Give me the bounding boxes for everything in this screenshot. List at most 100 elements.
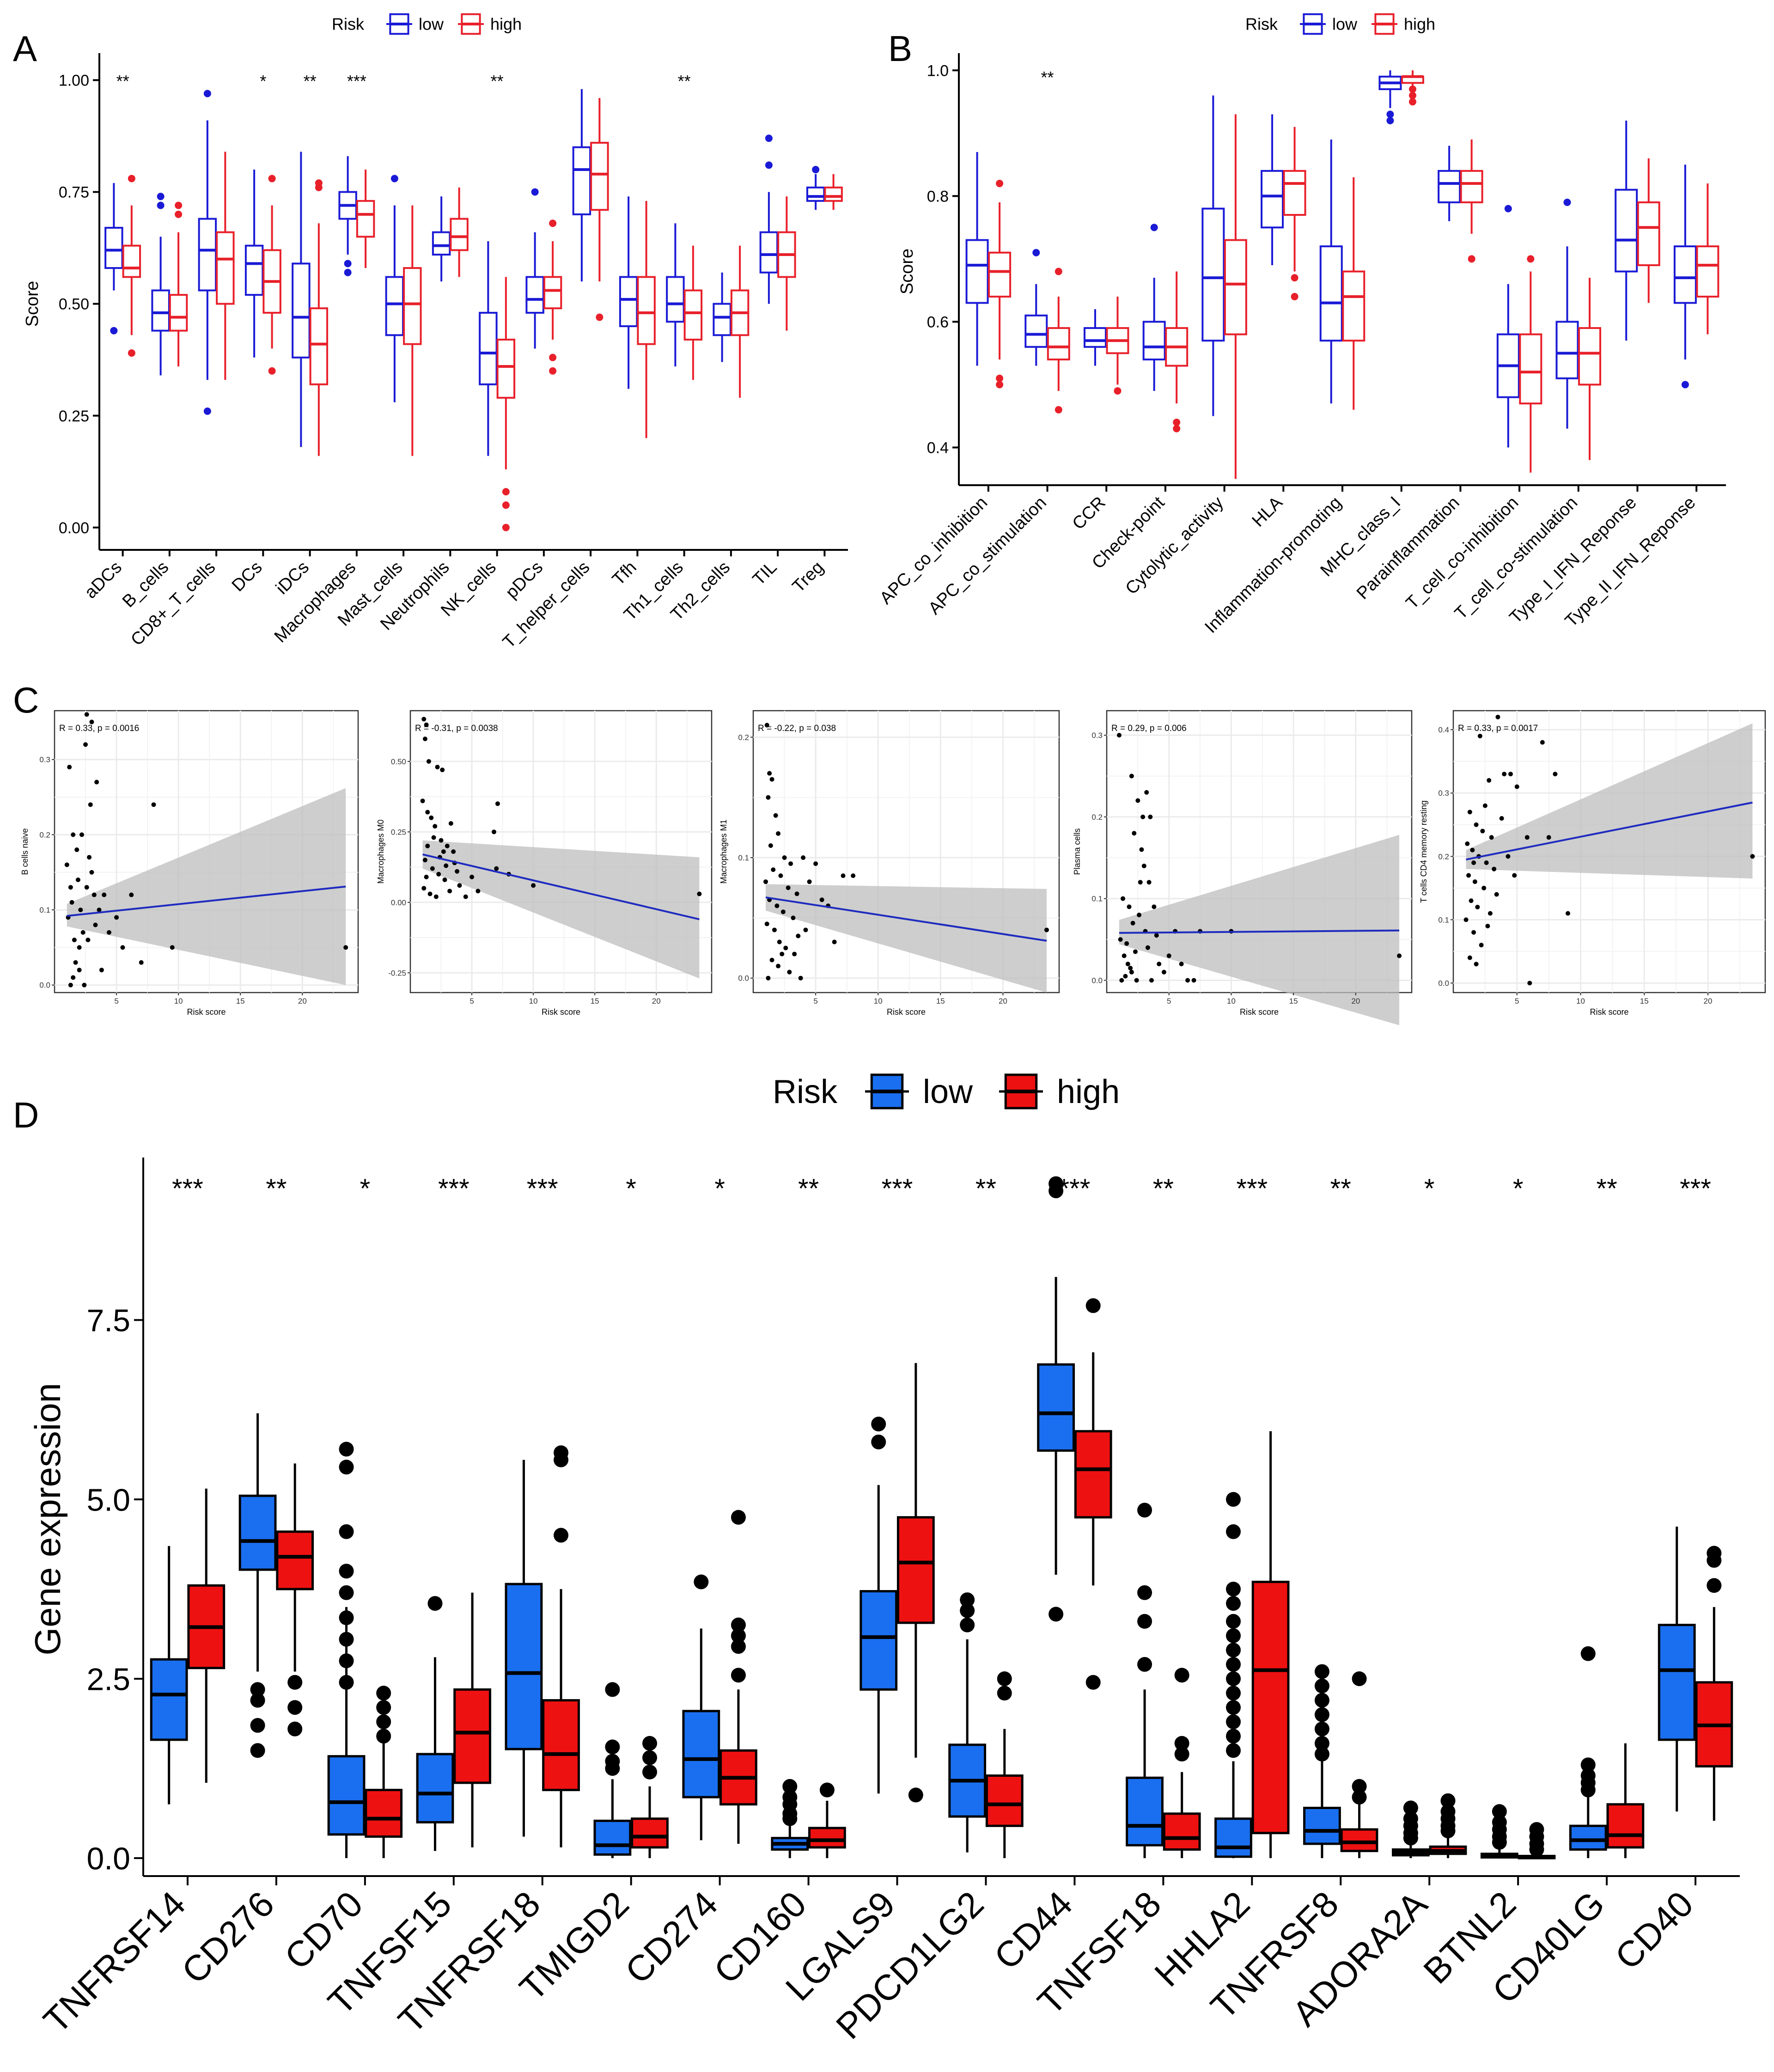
y-tick-label: 0.3 xyxy=(1091,731,1103,740)
y-tick-label: 5.0 xyxy=(86,1482,130,1517)
box-low xyxy=(1319,245,1343,342)
x-tick-label: 10 xyxy=(174,997,183,1006)
box-low xyxy=(1303,1806,1341,1845)
box-low xyxy=(806,186,825,202)
box-high xyxy=(450,218,469,251)
box-low xyxy=(1142,321,1166,360)
correlation-statistic: R = -0.22, p = 0.038 xyxy=(758,724,836,733)
data-point xyxy=(102,892,107,897)
box-low xyxy=(416,1753,454,1824)
box-high xyxy=(1519,333,1542,405)
x-tick-label: 10 xyxy=(874,997,883,1006)
outlier-high xyxy=(315,183,323,191)
y-tick-label: 0.3 xyxy=(39,756,50,764)
box-low xyxy=(1673,245,1697,304)
data-point xyxy=(1137,913,1142,918)
data-point xyxy=(1044,927,1049,932)
data-point xyxy=(84,885,89,890)
outlier-high xyxy=(287,1721,303,1737)
y-tick-label: 0.1 xyxy=(1091,895,1103,903)
data-point xyxy=(771,867,776,872)
outlier-low xyxy=(203,90,211,98)
box-high xyxy=(1342,270,1366,342)
outlier-low xyxy=(344,268,352,276)
y-tick-label: 0.25 xyxy=(59,408,89,425)
y-axis-title: Macrophages M0 xyxy=(376,819,385,884)
data-point xyxy=(425,810,430,815)
data-point xyxy=(89,719,94,725)
correlation-statistic: R = -0.31, p = 0.0038 xyxy=(415,724,498,733)
data-point xyxy=(82,982,87,987)
data-point xyxy=(129,892,134,897)
data-point xyxy=(1565,911,1570,916)
outlier-high xyxy=(502,488,510,496)
significance-label: *** xyxy=(882,1174,913,1204)
outlier-high xyxy=(554,1528,569,1543)
data-point xyxy=(791,915,796,920)
outlier-high xyxy=(731,1639,746,1654)
box-low xyxy=(1024,314,1048,348)
data-point xyxy=(1477,733,1482,738)
outlier-high xyxy=(1529,1842,1544,1857)
x-tick-label: 20 xyxy=(999,997,1007,1006)
outlier-low xyxy=(427,1596,443,1611)
box-low xyxy=(244,244,264,296)
confidence-band xyxy=(1119,835,1400,1025)
box-high xyxy=(590,141,609,211)
data-point xyxy=(97,908,102,913)
y-tick-label: 0.4 xyxy=(1438,725,1449,734)
data-point xyxy=(476,889,481,894)
data-point xyxy=(774,903,780,908)
box-high xyxy=(356,200,375,238)
confidence-band xyxy=(766,884,1047,993)
legend-title: Risk xyxy=(332,15,365,34)
box-low xyxy=(151,289,170,332)
data-point xyxy=(1191,978,1196,983)
data-point xyxy=(766,975,771,981)
box-high xyxy=(309,307,329,385)
regression-line xyxy=(1119,929,1400,934)
outlier-low xyxy=(605,1761,620,1776)
outlier-low xyxy=(1225,1581,1241,1597)
box-high xyxy=(122,244,141,278)
data-point xyxy=(1750,854,1755,859)
data-point xyxy=(71,832,76,837)
data-point xyxy=(1148,814,1153,819)
outlier-low xyxy=(1225,1743,1241,1758)
y-tick-label: 0.50 xyxy=(59,296,89,313)
data-point xyxy=(1546,835,1551,840)
box-high xyxy=(1460,170,1483,203)
outlier-low xyxy=(812,166,820,174)
data-point xyxy=(422,737,427,741)
x-tick-label: 15 xyxy=(236,997,245,1006)
significance-label: * xyxy=(626,1174,636,1204)
outlier-low xyxy=(1580,1782,1596,1798)
x-tick-label: 15 xyxy=(1289,997,1298,1006)
box-high xyxy=(1606,1803,1645,1849)
legend-label-high: high xyxy=(490,15,522,34)
scatter-plot-5: 5 10 15 20 0.0 0.1 0.2 0.3 0.4 Risk score T cells … xyxy=(1419,710,1766,1017)
box-low xyxy=(1569,1824,1607,1851)
data-point xyxy=(1471,930,1476,935)
outlier-high xyxy=(376,1686,391,1701)
box-low xyxy=(682,1710,720,1798)
outlier-low xyxy=(250,1718,265,1733)
significance-label: *** xyxy=(1059,1174,1091,1204)
data-point xyxy=(1123,974,1128,979)
data-point xyxy=(531,883,536,888)
data-point xyxy=(766,795,771,800)
data-point xyxy=(1474,822,1479,827)
data-point xyxy=(1139,847,1144,852)
x-tick-label: 15 xyxy=(936,997,945,1006)
data-point xyxy=(433,824,438,829)
panel-label-c: C xyxy=(13,680,39,720)
data-point xyxy=(1118,937,1123,942)
data-point xyxy=(1512,873,1517,878)
outlier-low xyxy=(694,1574,709,1590)
x-tick-label: 10 xyxy=(529,997,538,1006)
outlier-high xyxy=(1707,1578,1722,1593)
data-point xyxy=(68,885,73,890)
outlier-low xyxy=(1225,1596,1241,1611)
box-low xyxy=(198,218,217,292)
panel-label-d: D xyxy=(13,1095,39,1135)
